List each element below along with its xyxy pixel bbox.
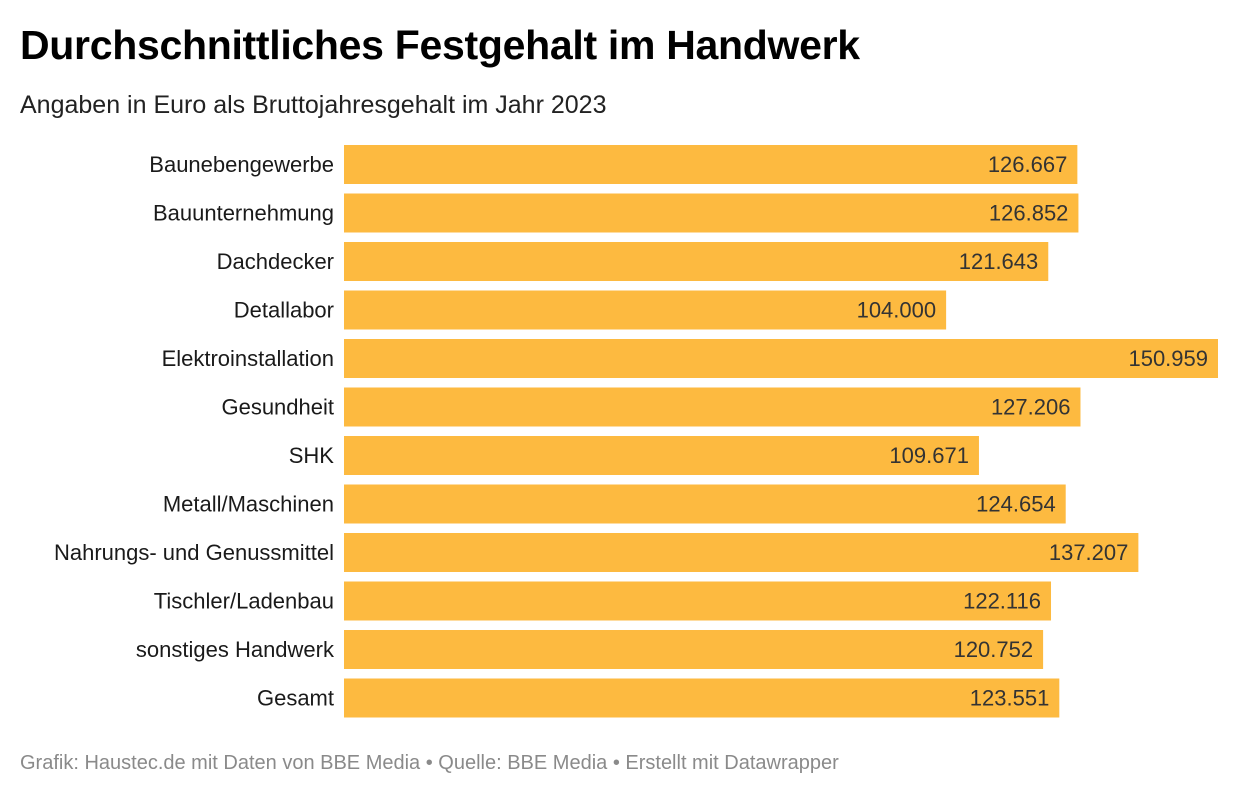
category-label: Gesundheit: [221, 395, 334, 420]
category-label: SHK: [289, 443, 335, 468]
bar: [344, 387, 1081, 427]
value-label: 121.643: [959, 249, 1039, 274]
bar: [344, 533, 1139, 572]
value-label: 126.852: [989, 201, 1069, 226]
category-label: Detallabor: [234, 298, 334, 323]
category-label: Baunebengewerbe: [149, 152, 334, 177]
category-label: Metall/Maschinen: [163, 492, 334, 517]
value-label: 126.667: [988, 152, 1068, 177]
source-footer: Grafik: Haustec.de mit Daten von BBE Med…: [20, 752, 839, 774]
bar: [344, 290, 947, 330]
category-label: sonstiges Handwerk: [136, 637, 335, 662]
bar: [344, 339, 1218, 378]
bar: [344, 145, 1078, 184]
bar: [344, 436, 979, 475]
category-label: Elektroinstallation: [162, 346, 334, 371]
category-label: Dachdecker: [217, 249, 334, 274]
bar: [344, 193, 1079, 233]
bar: [344, 630, 1044, 669]
value-label: 124.654: [976, 492, 1056, 517]
value-label: 120.752: [954, 637, 1034, 662]
category-label: Bauunternehmung: [153, 201, 334, 226]
category-label: Gesamt: [257, 686, 334, 711]
category-label: Nahrungs- und Genussmittel: [54, 540, 334, 565]
value-label: 127.206: [991, 395, 1071, 420]
bar: [344, 484, 1066, 524]
value-label: 109.671: [889, 443, 969, 468]
value-label: 122.116: [963, 589, 1041, 614]
bar: [344, 242, 1049, 281]
bar: [344, 581, 1052, 621]
bar: [344, 678, 1060, 718]
chart-subtitle: Angaben in Euro als Bruttojahresgehalt i…: [20, 91, 607, 119]
value-label: 104.000: [857, 298, 937, 323]
value-label: 150.959: [1128, 346, 1208, 371]
value-label: 123.551: [970, 686, 1050, 711]
value-label: 137.207: [1049, 540, 1129, 565]
category-label: Tischler/Ladenbau: [154, 589, 334, 614]
chart-title: Durchschnittliches Festgehalt im Handwer…: [20, 22, 860, 68]
